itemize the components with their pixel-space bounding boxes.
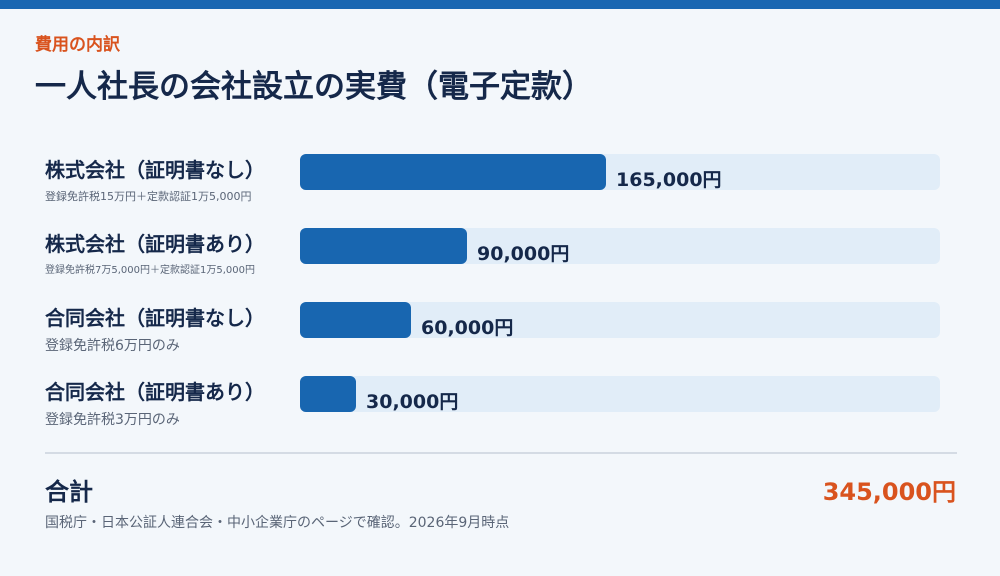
bar-label-2: 株式会社（証明書あり） [45, 232, 265, 256]
section-eyebrow: 費用の内訳 [35, 35, 120, 55]
bar-row-2: 株式会社（証明書あり） 登録免許税7万5,000円＋定款認証1万5,000円 9… [0, 224, 1000, 284]
total-divider [45, 452, 957, 454]
bar-label-3: 合同会社（証明書なし） [45, 306, 265, 330]
bar-value-label-3: 60,000円 [421, 317, 514, 339]
bar-row-4: 合同会社（証明書あり） 登録免許税3万円のみ 30,000円 [0, 372, 1000, 432]
bar-note-3: 登録免許税6万円のみ [45, 338, 180, 354]
bar-1 [300, 154, 606, 190]
bar-note-4: 登録免許税3万円のみ [45, 412, 180, 428]
bar-track-1 [300, 154, 940, 190]
total-label: 合計 [45, 478, 93, 506]
bar-2 [300, 228, 467, 264]
bar-label-4: 合同会社（証明書あり） [45, 380, 265, 404]
bar-value-label-1: 165,000円 [616, 169, 722, 191]
bar-note-1: 登録免許税15万円＋定款認証1万5,000円 [45, 190, 252, 203]
bar-3 [300, 302, 411, 338]
bar-note-2: 登録免許税7万5,000円＋定款認証1万5,000円 [45, 265, 255, 276]
source-note: 国税庁・日本公証人連合会・中小企業庁のページで確認。2026年9月時点 [45, 515, 510, 531]
bar-label-1: 株式会社（証明書なし） [45, 158, 265, 182]
bar-value-label-4: 30,000円 [366, 391, 459, 413]
total-value: 345,000円 [822, 478, 956, 506]
top-accent-bar [0, 0, 1000, 9]
bar-4 [300, 376, 356, 412]
bar-track-4 [300, 376, 940, 412]
bar-track-3 [300, 302, 940, 338]
bar-row-1: 株式会社（証明書なし） 登録免許税15万円＋定款認証1万5,000円 165,0… [0, 150, 1000, 210]
page-title: 一人社長の会社設立の実費（電子定款） [35, 69, 593, 105]
bar-row-3: 合同会社（証明書なし） 登録免許税6万円のみ 60,000円 [0, 298, 1000, 358]
bar-track-2 [300, 228, 940, 264]
bar-value-label-2: 90,000円 [477, 243, 570, 265]
